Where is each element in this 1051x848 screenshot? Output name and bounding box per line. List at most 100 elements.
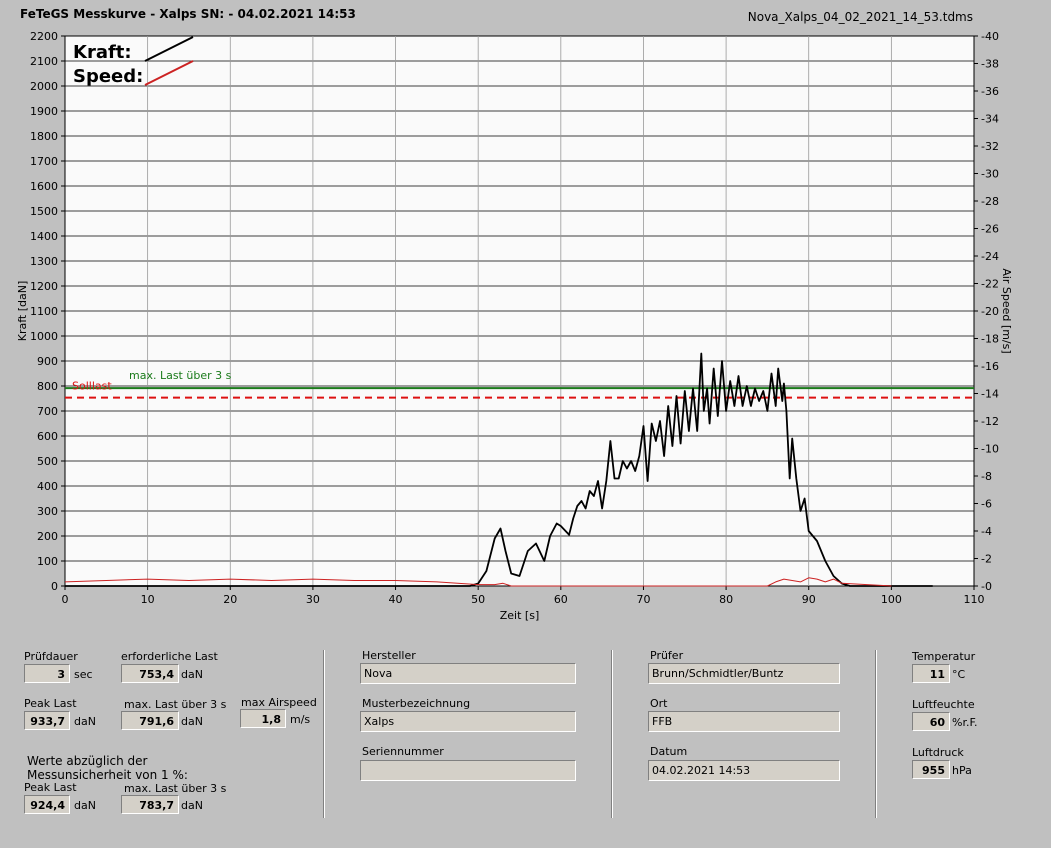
erforderliche-last-unit: daN bbox=[181, 668, 203, 681]
y-tick-label: 400 bbox=[37, 480, 58, 493]
y2-tick-label: -18 bbox=[981, 333, 999, 346]
peak-last-corr-value: 924,4 bbox=[24, 795, 70, 814]
legend-swatch bbox=[144, 36, 194, 62]
x-tick-label: 90 bbox=[802, 593, 816, 606]
hersteller-field: Nova bbox=[360, 663, 576, 684]
max-last-corr-label: max. Last über 3 s bbox=[124, 782, 227, 795]
y2-tick-label: -32 bbox=[981, 140, 999, 153]
x-tick-label: 110 bbox=[964, 593, 985, 606]
y-tick-label: 1100 bbox=[30, 305, 58, 318]
max-last-value: 791,6 bbox=[121, 711, 179, 730]
musterbezeichnung-label: Musterbezeichnung bbox=[362, 697, 471, 710]
series-line-speed bbox=[64, 577, 892, 587]
y2-tick-label: -34 bbox=[981, 113, 999, 126]
y2-tick-label: -14 bbox=[981, 388, 999, 401]
temperatur-unit: °C bbox=[952, 668, 966, 681]
luftfeuchte-value: 60 bbox=[912, 712, 950, 731]
y2-tick-label: -10 bbox=[981, 443, 999, 456]
peak-last-label: Peak Last bbox=[24, 697, 77, 710]
reference-line-label: Solllast bbox=[72, 380, 112, 393]
y-tick-label: 2000 bbox=[30, 80, 58, 93]
file-name: Nova_Xalps_04_02_2021_14_53.tdms bbox=[747, 10, 973, 24]
y-tick-label: 600 bbox=[37, 430, 58, 443]
y-tick-label: 100 bbox=[37, 555, 58, 568]
y-tick-label: 1700 bbox=[30, 155, 58, 168]
y2-tick-label: -38 bbox=[981, 58, 999, 71]
temperatur-value: 11 bbox=[912, 664, 950, 683]
erforderliche-last-label: erforderliche Last bbox=[121, 650, 218, 663]
musterbezeichnung-field: Xalps bbox=[360, 711, 576, 732]
seriennummer-field bbox=[360, 760, 576, 781]
y-tick-label: 1500 bbox=[30, 205, 58, 218]
window-title: FeTeGS Messkurve - Xalps SN: - 04.02.202… bbox=[20, 7, 356, 21]
pruefdauer-label: Prüfdauer bbox=[24, 650, 78, 663]
y2-axis-label: Air Speed [m/s] bbox=[1000, 268, 1013, 353]
ort-label: Ort bbox=[650, 697, 668, 710]
y-tick-label: 1900 bbox=[30, 105, 58, 118]
y2-tick-label: -6 bbox=[981, 498, 992, 511]
y-tick-label: 1200 bbox=[30, 280, 58, 293]
luftdruck-label: Luftdruck bbox=[912, 746, 964, 759]
seriennummer-label: Seriennummer bbox=[362, 745, 444, 758]
y-tick-label: 700 bbox=[37, 405, 58, 418]
y2-tick-label: -28 bbox=[981, 195, 999, 208]
axis-ticks: 0100200300400500600700800900100011001200… bbox=[16, 30, 1013, 622]
y-tick-label: 1000 bbox=[30, 330, 58, 343]
legend-label: Kraft: bbox=[73, 42, 132, 63]
datum-label: Datum bbox=[650, 745, 688, 758]
werte-note-line2: Messunsicherheit von 1 %: bbox=[27, 768, 188, 782]
pruefer-field: Brunn/Schmidtler/Buntz bbox=[648, 663, 840, 684]
pruefer-label: Prüfer bbox=[650, 649, 684, 662]
y-tick-label: 2100 bbox=[30, 55, 58, 68]
x-tick-label: 80 bbox=[719, 593, 733, 606]
hersteller-label: Hersteller bbox=[362, 649, 416, 662]
x-tick-label: 10 bbox=[141, 593, 155, 606]
datum-field: 04.02.2021 14:53 bbox=[648, 760, 840, 781]
x-axis-label: Zeit [s] bbox=[500, 609, 539, 622]
y2-tick-label: -4 bbox=[981, 525, 992, 538]
y-tick-label: 2200 bbox=[30, 30, 58, 43]
y2-tick-label: -2 bbox=[981, 553, 992, 566]
separator bbox=[323, 650, 325, 818]
erforderliche-last-value: 753,4 bbox=[121, 664, 179, 683]
luftdruck-value: 955 bbox=[912, 760, 950, 779]
y2-tick-label: -20 bbox=[981, 305, 999, 318]
y2-tick-label: -26 bbox=[981, 223, 999, 236]
luftdruck-unit: hPa bbox=[952, 764, 972, 777]
y-tick-label: 200 bbox=[37, 530, 58, 543]
y2-tick-label: -36 bbox=[981, 85, 999, 98]
separator bbox=[611, 650, 613, 818]
ort-field: FFB bbox=[648, 711, 840, 732]
x-tick-label: 0 bbox=[62, 593, 69, 606]
max-last-corr-unit: daN bbox=[181, 799, 203, 812]
force-speed-chart: 0100200300400500600700800900100011001200… bbox=[16, 30, 1013, 622]
y2-tick-label: -0 bbox=[981, 580, 992, 593]
x-tick-label: 30 bbox=[306, 593, 320, 606]
x-tick-label: 100 bbox=[881, 593, 902, 606]
y2-tick-label: -40 bbox=[981, 30, 999, 43]
x-tick-label: 70 bbox=[636, 593, 650, 606]
y2-tick-label: -8 bbox=[981, 470, 992, 483]
series-line-kraft bbox=[65, 352, 933, 587]
grid-lines bbox=[65, 36, 974, 586]
legend: Kraft: Speed: bbox=[73, 36, 194, 87]
legend-swatch bbox=[144, 60, 194, 86]
luftfeuchte-unit: %r.F. bbox=[952, 716, 978, 729]
legend-label: Speed: bbox=[73, 66, 143, 87]
data-series bbox=[64, 352, 933, 587]
y2-tick-label: -16 bbox=[981, 360, 999, 373]
y2-tick-label: -30 bbox=[981, 168, 999, 181]
peak-last-value: 933,7 bbox=[24, 711, 70, 730]
temperatur-label: Temperatur bbox=[912, 650, 976, 663]
x-tick-label: 20 bbox=[223, 593, 237, 606]
max-airspeed-label: max Airspeed bbox=[241, 696, 317, 709]
y2-tick-label: -22 bbox=[981, 278, 999, 291]
max-last-label: max. Last über 3 s bbox=[124, 698, 227, 711]
y-tick-label: 1600 bbox=[30, 180, 58, 193]
y-tick-label: 900 bbox=[37, 355, 58, 368]
y-tick-label: 1800 bbox=[30, 130, 58, 143]
y-axis-label: Kraft [daN] bbox=[16, 281, 29, 342]
reference-lines: max. Last über 3 s Solllast bbox=[65, 369, 974, 399]
y2-tick-label: -12 bbox=[981, 415, 999, 428]
y2-tick-label: -24 bbox=[981, 250, 999, 263]
